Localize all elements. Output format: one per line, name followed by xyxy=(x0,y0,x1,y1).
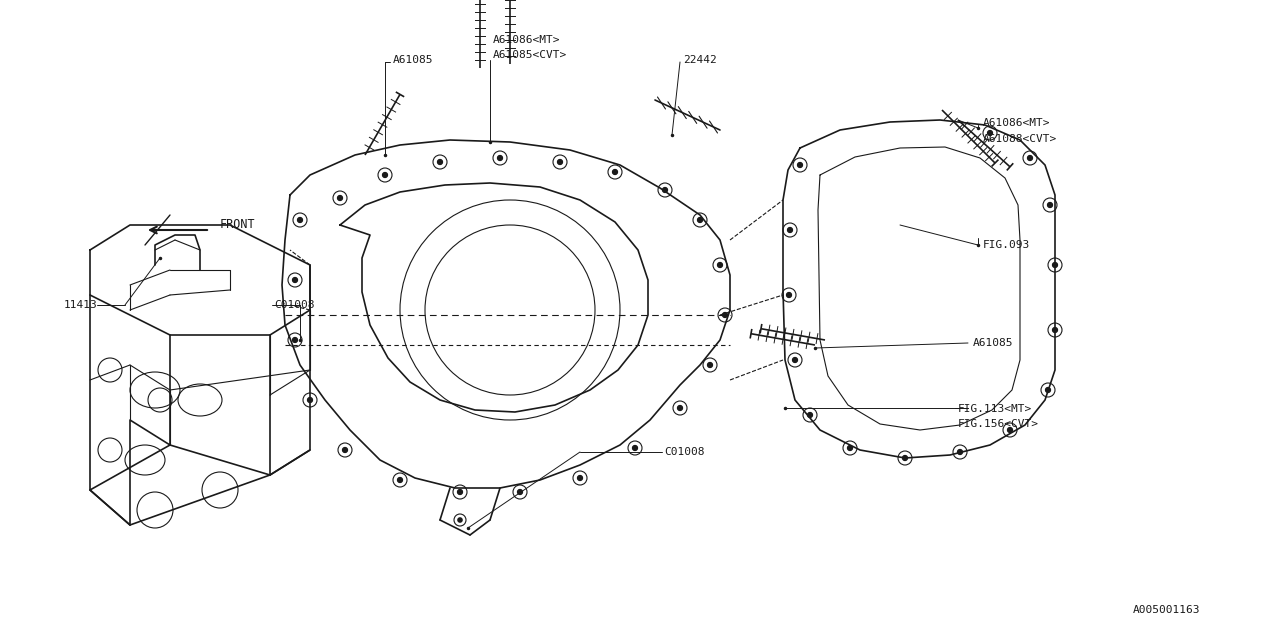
Text: A61088<CVT>: A61088<CVT> xyxy=(983,134,1057,144)
Circle shape xyxy=(457,490,462,495)
Text: 11413: 11413 xyxy=(63,300,97,310)
Text: A61086<MT>: A61086<MT> xyxy=(983,118,1051,128)
Circle shape xyxy=(718,262,722,268)
Circle shape xyxy=(558,159,562,164)
Circle shape xyxy=(797,163,803,168)
Circle shape xyxy=(957,449,963,454)
Circle shape xyxy=(722,312,727,317)
Circle shape xyxy=(398,477,402,483)
Text: C01008: C01008 xyxy=(664,447,704,457)
Circle shape xyxy=(307,397,312,403)
Circle shape xyxy=(786,292,791,298)
Circle shape xyxy=(293,337,297,342)
Circle shape xyxy=(383,173,388,177)
Circle shape xyxy=(458,518,462,522)
Circle shape xyxy=(677,406,682,410)
Circle shape xyxy=(988,131,992,136)
Text: C01008: C01008 xyxy=(274,300,315,310)
Circle shape xyxy=(297,218,302,223)
Circle shape xyxy=(663,188,667,193)
Circle shape xyxy=(902,456,908,460)
Circle shape xyxy=(577,476,582,481)
Circle shape xyxy=(517,490,522,495)
Circle shape xyxy=(613,170,617,175)
Circle shape xyxy=(1046,388,1051,392)
Circle shape xyxy=(1028,156,1033,161)
Circle shape xyxy=(293,278,297,282)
Circle shape xyxy=(847,445,852,451)
Text: A61085: A61085 xyxy=(973,338,1014,348)
Text: FIG.093: FIG.093 xyxy=(983,240,1030,250)
Circle shape xyxy=(1052,328,1057,332)
Text: 22442: 22442 xyxy=(684,55,717,65)
Circle shape xyxy=(808,413,813,417)
Circle shape xyxy=(1052,262,1057,268)
Circle shape xyxy=(792,358,797,362)
Circle shape xyxy=(698,218,703,223)
Circle shape xyxy=(708,362,713,367)
Text: A005001163: A005001163 xyxy=(1133,605,1201,615)
Text: FIG.156<CVT>: FIG.156<CVT> xyxy=(957,419,1039,429)
Text: FIG.113<MT>: FIG.113<MT> xyxy=(957,404,1032,414)
Circle shape xyxy=(438,159,443,164)
Circle shape xyxy=(498,156,503,161)
Circle shape xyxy=(1007,428,1012,433)
Circle shape xyxy=(787,228,792,232)
Circle shape xyxy=(1047,202,1052,207)
Circle shape xyxy=(632,445,637,451)
Text: A61085: A61085 xyxy=(393,55,434,65)
Circle shape xyxy=(343,447,347,452)
Text: FRONT: FRONT xyxy=(220,218,256,232)
Circle shape xyxy=(338,196,343,200)
Text: A61086<MT>: A61086<MT> xyxy=(493,35,561,45)
Text: A61085<CVT>: A61085<CVT> xyxy=(493,50,567,60)
